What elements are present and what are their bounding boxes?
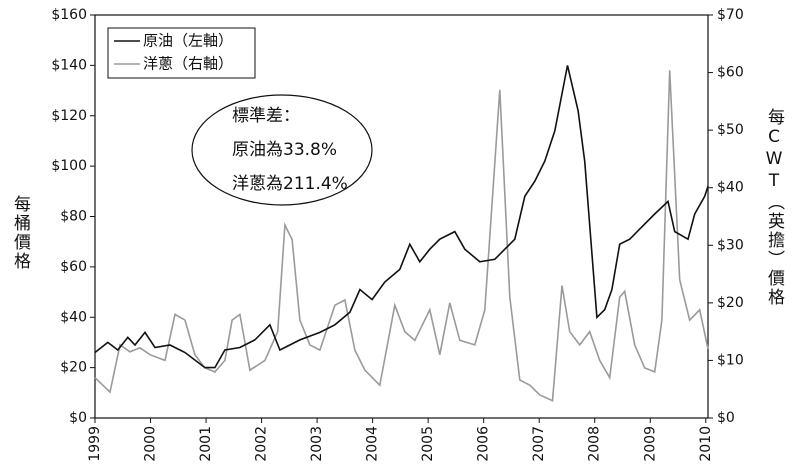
- x-tick-label: 2000: [143, 426, 159, 462]
- x-tick-label: 2007: [531, 426, 547, 462]
- annotation: 原油為33.8%: [232, 140, 337, 160]
- y-tick-label: $140: [51, 57, 87, 73]
- y-tick-label: $40: [60, 309, 87, 325]
- y2-axis-label: 每CWT（英擔）價格: [764, 108, 785, 307]
- legend-label: 原油（左軸）: [143, 32, 233, 50]
- y2-tick-label: $70: [717, 7, 744, 23]
- y2-tick-label: $40: [717, 180, 744, 196]
- legend-label: 洋蔥（右軸）: [143, 55, 233, 73]
- x-tick-label: 2006: [476, 426, 492, 462]
- x-tick-label: 2005: [420, 426, 436, 462]
- y2-tick-label: $10: [717, 352, 744, 368]
- y-tick-label: $100: [51, 158, 87, 174]
- y2-tick-label: $60: [717, 65, 744, 81]
- x-tick-label: 2008: [587, 426, 603, 462]
- y-tick-label: $160: [51, 7, 87, 23]
- x-tick-label: 2004: [365, 426, 381, 462]
- x-tick-label: 2002: [254, 426, 270, 462]
- y-axis-label: 每桶價格: [10, 195, 31, 271]
- x-tick-label: 2001: [198, 426, 214, 462]
- y-tick-label: $20: [60, 360, 87, 376]
- y2-tick-label: $0: [717, 410, 735, 426]
- y2-tick-label: $50: [717, 122, 744, 138]
- y2-tick-label: $30: [717, 237, 744, 253]
- y-tick-label: $120: [51, 108, 87, 124]
- y-tick-label: $60: [60, 259, 87, 275]
- series-line: [94, 65, 709, 369]
- annotation: 洋蔥為211.4%: [232, 174, 348, 194]
- legend-box: [107, 27, 256, 79]
- x-tick-label: 2003: [309, 426, 325, 462]
- annotation-ellipse: [191, 94, 373, 206]
- x-tick-label: 2009: [642, 426, 658, 462]
- y-tick-label: $0: [69, 410, 87, 426]
- series-line: [94, 70, 709, 402]
- y-tick-label: $80: [60, 209, 87, 225]
- annotation: 標準差：: [232, 106, 300, 126]
- x-tick-label: 2010: [698, 426, 714, 462]
- y2-tick-label: $20: [717, 295, 744, 311]
- x-tick-label: 1999: [87, 426, 103, 462]
